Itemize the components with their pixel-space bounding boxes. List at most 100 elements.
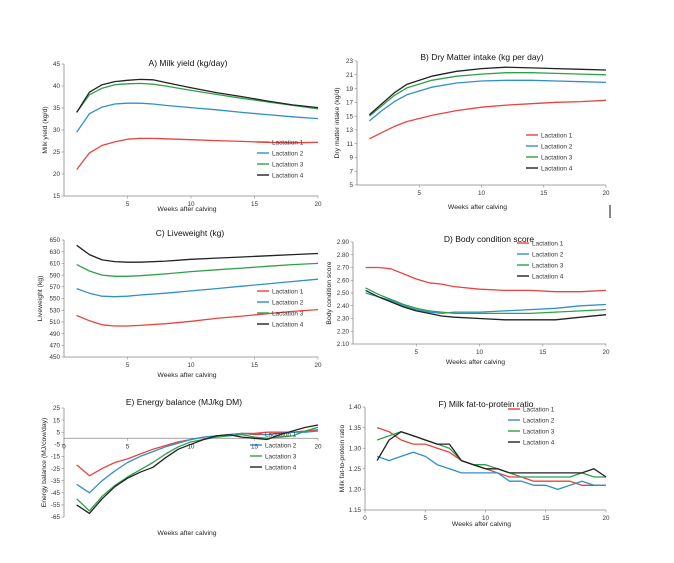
chart-c-series-line-lactation-2 bbox=[76, 278, 319, 298]
chart-d-y-tick-label: 2.10 bbox=[337, 341, 350, 348]
chart-b-x-tick-label: 15 bbox=[540, 190, 548, 197]
chart-e-x-tick-label: 0 bbox=[62, 443, 66, 450]
chart-f-legend-label: Lactation 3 bbox=[523, 428, 555, 435]
chart-c-x-tick-label: 5 bbox=[126, 362, 130, 369]
chart-e-series-line-lactation-4 bbox=[76, 424, 319, 515]
chart-f-title: F) Milk fat-to-protein ratio bbox=[439, 399, 534, 409]
chart-e-y-axis-label: Energy balance (MJ/cow/day) bbox=[41, 418, 48, 508]
chart-c-y-tick-label: 510 bbox=[49, 319, 60, 326]
chart-c-series-line-lactation-3 bbox=[76, 262, 319, 277]
chart-a-x-tick-label: 10 bbox=[187, 201, 195, 208]
chart-b-y-tick-label: 19 bbox=[346, 86, 354, 93]
chart-b-y-tick-label: 23 bbox=[346, 58, 354, 65]
chart-c-legend-label: Lactation 4 bbox=[272, 321, 304, 328]
chart-a-series-line-lactation-3 bbox=[76, 82, 319, 113]
chart-e-legend-label: Lactation 1 bbox=[265, 431, 297, 438]
chart-a-y-tick-label: 45 bbox=[53, 61, 61, 68]
chart-b-legend-label: Lactation 4 bbox=[541, 165, 573, 172]
chart-f-x-tick-label: 15 bbox=[542, 515, 550, 522]
chart-d-series-line-lactation-1 bbox=[365, 266, 607, 293]
chart-e-y-tick-label: -15 bbox=[51, 454, 61, 461]
chart-a-legend-label: Lactation 3 bbox=[272, 161, 304, 168]
chart-d-y-tick-label: 2.90 bbox=[337, 239, 350, 246]
chart-d-title: D) Body condition score bbox=[444, 234, 535, 244]
chart-d-x-axis-label: Weeks after calving bbox=[446, 359, 505, 366]
chart-c-y-tick-label: 630 bbox=[49, 249, 60, 256]
chart-b-x-tick-label: 20 bbox=[602, 190, 610, 197]
chart-e-y-tick-label: 5 bbox=[56, 429, 60, 436]
chart-b-y-axis-label: Dry matter intake (kg/d) bbox=[334, 87, 341, 158]
chart-a-legend-label: Lactation 1 bbox=[272, 139, 304, 146]
chart-d-y-tick-label: 2.30 bbox=[337, 316, 350, 323]
chart-e-y-tick-label: 25 bbox=[53, 405, 61, 412]
chart-b-y-tick-label: 9 bbox=[349, 155, 353, 162]
chart-d-x-tick-label: 10 bbox=[476, 349, 484, 356]
chart-f-series-line-lactation-2 bbox=[376, 451, 606, 491]
chart-e-y-tick-label: -35 bbox=[51, 478, 61, 485]
chart-a-y-tick-label: 40 bbox=[53, 83, 61, 90]
chart-c-y-tick-label: 490 bbox=[49, 331, 60, 338]
chart-b-y-tick-label: 17 bbox=[346, 100, 354, 107]
chart-f-y-tick-label: 1.30 bbox=[349, 445, 362, 452]
chart-e-x-tick-label: 10 bbox=[187, 443, 195, 450]
chart-d-y-tick-label: 2.20 bbox=[337, 328, 350, 335]
chart-d-y-tick-label: 2.70 bbox=[337, 265, 350, 272]
chart-d-series-line-lactation-3 bbox=[365, 287, 607, 315]
chart-d-legend-label: Lactation 1 bbox=[532, 240, 564, 247]
chart-b-series-line-lactation-3 bbox=[368, 72, 607, 117]
chart-c-y-axis-label: Liveweight (kg) bbox=[37, 276, 44, 322]
chart-a-legend-label: Lactation 2 bbox=[272, 150, 304, 157]
chart-f-y-tick-label: 1.15 bbox=[349, 507, 362, 514]
chart-b-title: B) Dry Matter intake (kg per day) bbox=[420, 52, 543, 62]
chart-b-y-tick-label: 13 bbox=[346, 127, 354, 134]
chart-b-series-line-lactation-4 bbox=[368, 66, 607, 116]
chart-c-y-tick-label: 530 bbox=[49, 307, 60, 314]
chart-b-y-tick-label: 5 bbox=[349, 182, 353, 189]
chart-c-y-tick-label: 590 bbox=[49, 272, 60, 279]
chart-e-y-tick-label: 15 bbox=[53, 417, 61, 424]
chart-b-y-tick-label: 15 bbox=[346, 113, 354, 120]
chart-e-y-tick-label: -45 bbox=[51, 490, 61, 497]
chart-a-y-axis-label: Milk yield (kg/d) bbox=[42, 106, 49, 153]
chart-e-y-tick-label: -5 bbox=[54, 442, 60, 449]
chart-c-title: C) Liveweight (kg) bbox=[156, 228, 225, 238]
chart-d-y-tick-label: 2.60 bbox=[337, 277, 350, 284]
chart-a-x-tick-label: 20 bbox=[314, 201, 322, 208]
chart-c-x-tick-label: 15 bbox=[251, 362, 259, 369]
chart-f-legend-label: Lactation 2 bbox=[523, 417, 555, 424]
chart-b-y-tick-label: 21 bbox=[346, 72, 354, 79]
chart-e-y-tick-label: -25 bbox=[51, 466, 61, 473]
chart-e-x-axis-label: Weeks after calving bbox=[157, 530, 216, 537]
chart-f-y-tick-label: 1.35 bbox=[349, 425, 362, 432]
chart-e-legend-label: Lactation 2 bbox=[265, 442, 297, 449]
chart-f-y-axis-label: Milk fat-to-protein ratio bbox=[339, 424, 346, 492]
chart-a-series-line-lactation-2 bbox=[76, 102, 319, 133]
chart-d-legend-label: Lactation 2 bbox=[532, 251, 564, 258]
chart-c-series-line-lactation-4 bbox=[76, 244, 319, 263]
chart-a-y-tick-label: 25 bbox=[53, 149, 61, 156]
chart-d-x-tick-label: 20 bbox=[602, 349, 610, 356]
chart-d-x-tick-label: 5 bbox=[414, 349, 418, 356]
chart-d-x-tick-label: 15 bbox=[539, 349, 547, 356]
chart-f-x-tick-label: 20 bbox=[602, 515, 610, 522]
chart-b-legend-label: Lactation 3 bbox=[541, 154, 573, 161]
chart-a-y-tick-label: 35 bbox=[53, 105, 61, 112]
chart-f-legend-label: Lactation 1 bbox=[523, 406, 555, 413]
chart-c-x-tick-label: 10 bbox=[187, 362, 195, 369]
chart-c-x-axis-label: Weeks after calving bbox=[157, 372, 216, 379]
chart-e-series-line-lactation-2 bbox=[76, 430, 319, 494]
chart-e-x-tick-label: 15 bbox=[251, 443, 259, 450]
chart-e-x-tick-label: 20 bbox=[314, 443, 322, 450]
chart-b-y-tick-label: 7 bbox=[349, 168, 353, 175]
chart-b-series-line-lactation-1 bbox=[369, 99, 607, 140]
chart-e-y-tick-label: -65 bbox=[51, 514, 61, 521]
chart-e-title: E) Energy balance (MJ/kg DM) bbox=[126, 397, 242, 407]
chart-e-y-tick-label: -55 bbox=[51, 502, 61, 509]
chart-f-y-tick-label: 1.25 bbox=[349, 466, 362, 473]
chart-c-y-tick-label: 650 bbox=[49, 237, 60, 244]
chart-f-x-tick-label: 0 bbox=[363, 515, 367, 522]
chart-c-y-tick-label: 450 bbox=[49, 354, 60, 361]
chart-c-legend-label: Lactation 2 bbox=[272, 299, 304, 306]
chart-f-x-axis-label: Weeks after calving bbox=[452, 521, 511, 528]
